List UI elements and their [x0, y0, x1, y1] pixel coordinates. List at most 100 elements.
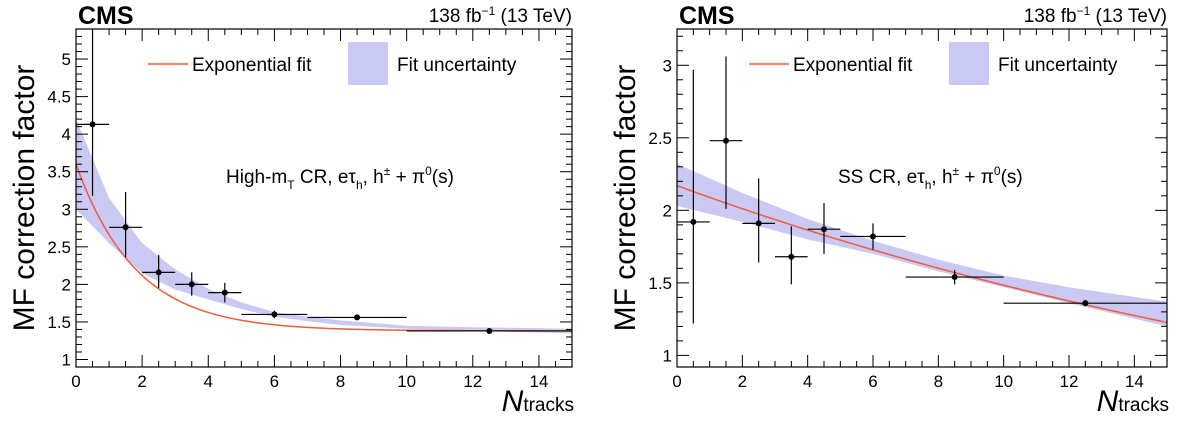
x-axis-label-main: N	[1097, 385, 1119, 418]
annotation-text: , h	[363, 167, 384, 188]
y-tick-label: 1	[62, 350, 71, 369]
legend: Exponential fit Fit uncertainty	[749, 42, 1118, 85]
y-axis-label: MF correction factor	[609, 65, 642, 332]
data-point-4	[175, 272, 209, 296]
annotation-text: CR, eτ	[295, 167, 357, 188]
x-tick-label: 6	[868, 372, 877, 391]
lumi-exponent: −1	[482, 4, 496, 18]
annotation-superscript: 0	[425, 164, 432, 178]
data-point-marker	[155, 269, 162, 276]
annotation-text: (s)	[432, 167, 454, 188]
chart-panel-1: 0 2 4 6 8 10 12 14 1 1.5 2 2.5 3 3.5 4 4.5 5 CMS 138 fb−1 …	[8, 2, 574, 418]
data-point-marker	[486, 327, 493, 334]
y-tick-label: 3.5	[47, 163, 71, 182]
legend-fit-label: Exponential fit	[793, 55, 913, 76]
lumi-exponent: −1	[1077, 4, 1091, 18]
y-axis-label: MF correction factor	[8, 65, 41, 332]
data-point-6	[840, 223, 906, 250]
data-point-marker	[221, 289, 228, 296]
y-tick-label: 1.5	[47, 313, 71, 332]
annotation-text: , h	[931, 167, 952, 188]
x-axis-label-sub: tracks	[523, 395, 574, 416]
data-point-2	[709, 56, 743, 209]
y-tick-label: 2	[62, 275, 71, 294]
annotation-superscript: ±	[953, 164, 960, 178]
data-point-2	[109, 191, 143, 258]
data-point-marker	[354, 314, 361, 321]
x-axis-label: Ntracks	[1097, 385, 1169, 418]
region-annotation: SS CR, eτh, h± + π0(s)	[838, 164, 1023, 192]
annotation-superscript: ±	[384, 164, 391, 178]
data-point-4	[775, 226, 808, 285]
legend-band-swatch	[949, 42, 989, 85]
region-annotation: High-mT CR, eτh, h± + π0(s)	[226, 164, 454, 192]
data-point-8	[406, 327, 572, 334]
data-point-marker	[755, 220, 762, 227]
x-tick-label: 8	[934, 372, 943, 391]
annotation-text: + π	[390, 167, 425, 188]
data-point-marker	[89, 121, 96, 128]
annotation-text: (s)	[1001, 167, 1023, 188]
x-tick-label: 14	[1125, 372, 1144, 391]
data-point-marker	[1082, 300, 1089, 307]
x-tick-label: 4	[803, 372, 812, 391]
experiment-label: CMS	[78, 2, 134, 30]
lumi-value: 138 fb	[1024, 6, 1077, 27]
x-tick-label: 10	[397, 372, 416, 391]
data-point-marker	[870, 233, 876, 240]
y-tick-label: 1	[663, 346, 672, 365]
legend-band-swatch	[348, 42, 388, 85]
experiment-label: CMS	[679, 2, 735, 30]
data-point-marker	[951, 274, 958, 281]
y-tick-label: 1.5	[648, 274, 672, 293]
data-point-marker	[271, 311, 278, 318]
y-tick-label: 5	[62, 50, 71, 69]
x-tick-label: 14	[529, 372, 548, 391]
data-point-1	[76, 29, 110, 196]
data-point-marker	[690, 218, 697, 225]
chart-panel-2: 0 2 4 6 8 10 12 14 1 1.5 2 2.5 3 CMS 138 fb−1 (13 TeV)…	[609, 2, 1169, 418]
y-tick-label: 2.5	[47, 238, 71, 257]
plot-area	[677, 56, 1167, 327]
y-tick-label: 2.5	[648, 129, 672, 148]
annotation-subscript: T	[287, 178, 295, 192]
annotation-subscript: h	[356, 178, 363, 192]
data-point-marker	[188, 281, 195, 288]
data-point-1	[677, 69, 710, 324]
fit-uncertainty-band	[76, 119, 572, 334]
x-tick-label: 0	[672, 372, 681, 391]
y-tick-label: 2	[663, 201, 672, 220]
annotation-text: SS CR, eτ	[838, 167, 925, 188]
legend-fit-label: Exponential fit	[192, 55, 312, 76]
x-tick-label: 6	[270, 372, 279, 391]
x-axis-label: Ntracks	[502, 385, 574, 418]
data-point-7	[905, 269, 1004, 285]
y-tick-label: 4.5	[47, 88, 71, 107]
annotation-superscript: 0	[994, 164, 1001, 178]
x-tick-label: 2	[738, 372, 747, 391]
data-point-6	[241, 310, 308, 319]
y-tick-label: 3	[62, 200, 71, 219]
lumi-energy: (13 TeV)	[1090, 6, 1167, 27]
x-tick-label: 8	[336, 372, 345, 391]
lumi-energy: (13 TeV)	[495, 6, 572, 27]
x-axis-label-sub: tracks	[1118, 395, 1169, 416]
data-point-marker	[788, 253, 795, 260]
data-point-3	[142, 255, 176, 289]
exponential-fit-line	[76, 163, 572, 332]
data-point-marker	[723, 137, 729, 144]
x-axis-label-main: N	[502, 385, 524, 418]
fit-uncertainty-band	[677, 163, 1167, 327]
legend-band-label: Fit uncertainty	[397, 55, 517, 76]
x-tick-label: 4	[204, 372, 213, 391]
legend: Exponential fit Fit uncertainty	[148, 42, 517, 85]
annotation-text: + π	[959, 167, 994, 188]
x-tick-label: 10	[994, 372, 1013, 391]
x-tick-label: 2	[137, 372, 146, 391]
data-point-marker	[122, 224, 129, 231]
annotation-text: High-m	[226, 167, 287, 188]
annotation-subscript: h	[925, 178, 932, 192]
x-tick-label: 0	[71, 372, 80, 391]
data-point-3	[742, 178, 775, 263]
